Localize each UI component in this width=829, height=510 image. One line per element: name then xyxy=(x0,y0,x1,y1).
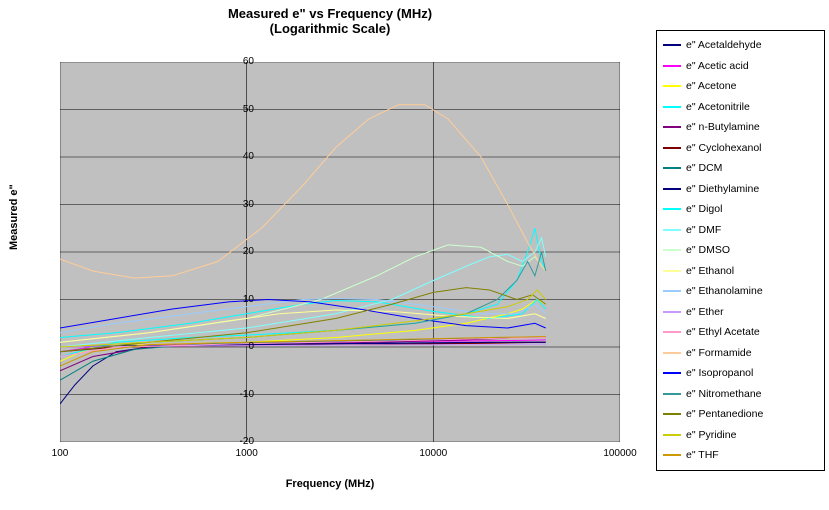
legend-item: e" Acetonitrile xyxy=(663,97,818,118)
legend-label: e" DMSO xyxy=(686,244,730,256)
ytick-label: 50 xyxy=(214,104,254,115)
plot-svg xyxy=(60,62,620,442)
xtick-label: 1000 xyxy=(236,448,258,459)
ytick-label: -20 xyxy=(214,436,254,447)
ytick-label: 0 xyxy=(214,341,254,352)
legend-label: e" Isopropanol xyxy=(686,367,753,379)
legend-swatch xyxy=(663,413,681,415)
legend-swatch xyxy=(663,270,681,272)
chart-title-line1: Measured e" vs Frequency (MHz) xyxy=(228,6,432,21)
legend-swatch xyxy=(663,229,681,231)
legend-swatch xyxy=(663,85,681,87)
legend-item: e" Nitromethane xyxy=(663,384,818,405)
legend-label: e" Digol xyxy=(686,203,722,215)
legend-item: e" Acetaldehyde xyxy=(663,35,818,56)
legend-item: e" THF xyxy=(663,445,818,466)
legend-swatch xyxy=(663,249,681,251)
legend-swatch xyxy=(663,331,681,333)
legend-swatch xyxy=(663,147,681,149)
legend-item: e" Formamide xyxy=(663,343,818,364)
plot-area xyxy=(60,62,620,442)
legend-label: e" Acetic acid xyxy=(686,60,749,72)
legend-item: e" Ether xyxy=(663,302,818,323)
legend-swatch xyxy=(663,208,681,210)
ytick-label: 20 xyxy=(214,246,254,257)
legend-swatch xyxy=(663,434,681,436)
legend-item: e" n-Butylamine xyxy=(663,117,818,138)
legend-swatch xyxy=(663,311,681,313)
chart-title: Measured e" vs Frequency (MHz) (Logarith… xyxy=(0,6,660,36)
ytick-label: 30 xyxy=(214,199,254,210)
legend-label: e" n-Butylamine xyxy=(686,121,760,133)
legend-item: e" Isopropanol xyxy=(663,363,818,384)
legend-item: e" Acetone xyxy=(663,76,818,97)
legend-swatch xyxy=(663,106,681,108)
legend-item: e" DMSO xyxy=(663,240,818,261)
ytick-label: 60 xyxy=(214,56,254,67)
legend-item: e" Digol xyxy=(663,199,818,220)
legend: e" Acetaldehyde e" Acetic acid e" Acetone e… xyxy=(656,30,825,471)
legend-swatch xyxy=(663,44,681,46)
legend-swatch xyxy=(663,454,681,456)
legend-label: e" Pyridine xyxy=(686,429,736,441)
series-dmso xyxy=(60,245,546,342)
ytick-label: 40 xyxy=(214,151,254,162)
legend-label: e" Ethanol xyxy=(686,265,734,277)
legend-label: e" Acetonitrile xyxy=(686,101,750,113)
chart-title-line2: (Logarithmic Scale) xyxy=(0,21,660,36)
legend-label: e" Ethanolamine xyxy=(686,285,763,297)
legend-label: e" DMF xyxy=(686,224,721,236)
legend-item: e" Pentanedione xyxy=(663,404,818,425)
legend-swatch xyxy=(663,393,681,395)
legend-label: e" Nitromethane xyxy=(686,388,762,400)
xtick-label: 10000 xyxy=(419,448,447,459)
legend-label: e" Pentanedione xyxy=(686,408,763,420)
x-axis-label: Frequency (MHz) xyxy=(0,478,660,490)
ytick-label: 10 xyxy=(214,294,254,305)
legend-item: e" Diethylamine xyxy=(663,179,818,200)
legend-label: e" Acetaldehyde xyxy=(686,39,762,51)
xtick-label: 100 xyxy=(52,448,69,459)
legend-label: e" Ether xyxy=(686,306,724,318)
legend-item: e" Pyridine xyxy=(663,425,818,446)
legend-item: e" Ethyl Acetate xyxy=(663,322,818,343)
legend-item: e" Cyclohexanol xyxy=(663,138,818,159)
legend-label: e" THF xyxy=(686,449,719,461)
legend-item: e" Ethanol xyxy=(663,261,818,282)
legend-label: e" Formamide xyxy=(686,347,752,359)
series-acetonitrile xyxy=(60,228,546,356)
legend-item: e" DMF xyxy=(663,220,818,241)
y-axis-label: Measured e" xyxy=(8,184,20,250)
legend-label: e" Ethyl Acetate xyxy=(686,326,760,338)
xtick-label: 100000 xyxy=(603,448,636,459)
legend-swatch xyxy=(663,167,681,169)
legend-swatch xyxy=(663,290,681,292)
legend-swatch xyxy=(663,126,681,128)
legend-swatch xyxy=(663,372,681,374)
legend-label: e" Cyclohexanol xyxy=(686,142,762,154)
legend-item: e" Acetic acid xyxy=(663,56,818,77)
legend-label: e" Acetone xyxy=(686,80,736,92)
legend-item: e" Ethanolamine xyxy=(663,281,818,302)
legend-swatch xyxy=(663,65,681,67)
legend-label: e" DCM xyxy=(686,162,722,174)
legend-label: e" Diethylamine xyxy=(686,183,759,195)
ytick-label: -10 xyxy=(214,389,254,400)
legend-item: e" DCM xyxy=(663,158,818,179)
legend-swatch xyxy=(663,188,681,190)
legend-swatch xyxy=(663,352,681,354)
